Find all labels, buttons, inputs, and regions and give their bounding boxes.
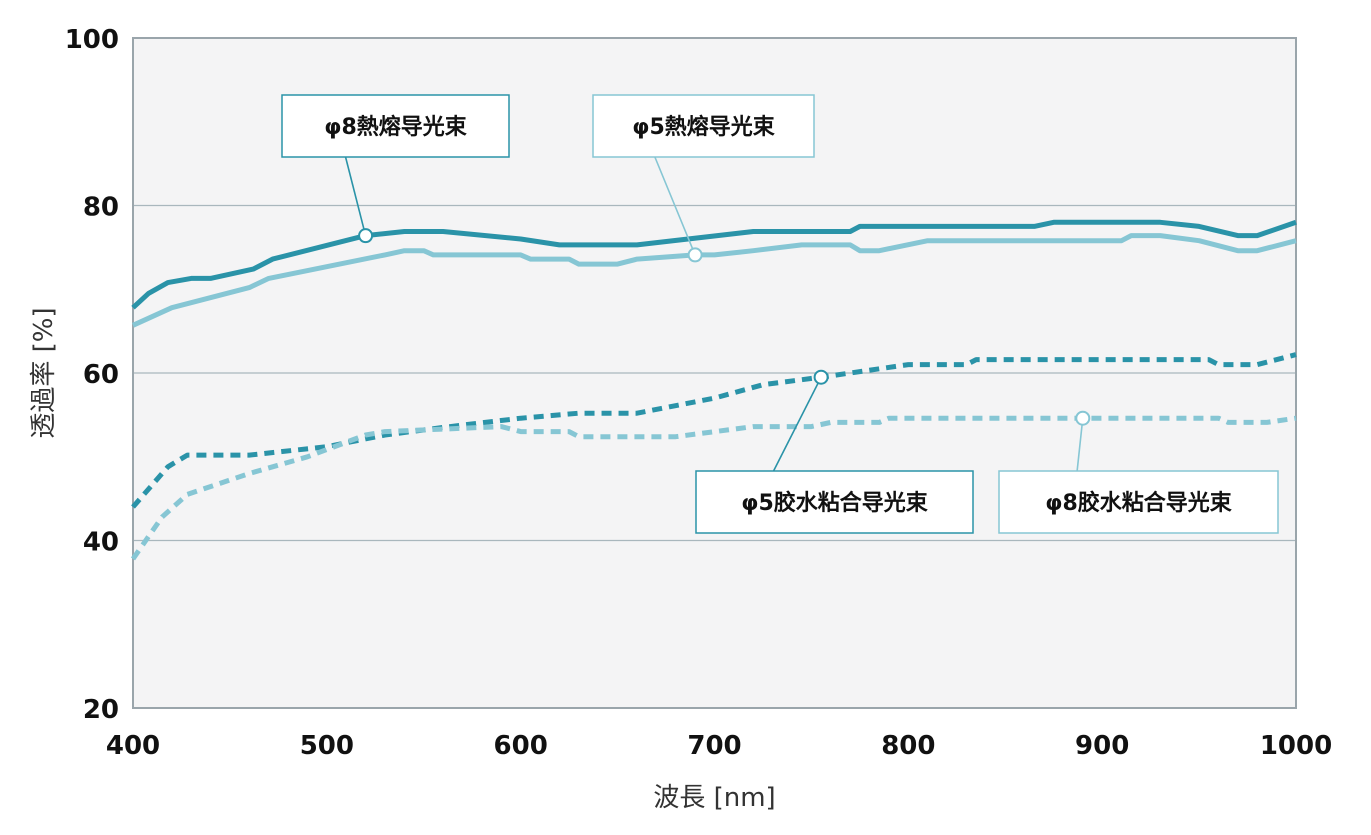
callout-marker — [687, 247, 703, 263]
callout-label: φ5胶水粘合导光束 — [741, 490, 929, 516]
series-line-2 — [131, 233, 1297, 328]
x-axis-title: 波長 [nm] — [653, 783, 775, 813]
x-tick-label: 900 — [1075, 731, 1129, 761]
callout-marker — [358, 228, 374, 244]
callout-4: φ8胶水粘合导光束 — [998, 410, 1279, 534]
plot-border — [132, 37, 1297, 709]
x-tick-label: 700 — [687, 731, 741, 761]
y-tick-label: 40 — [83, 528, 119, 558]
x-axis-ticks: 400 500 600 700 800 900 1000 — [106, 731, 1332, 761]
callout-2: φ5熱熔导光束 — [592, 94, 815, 263]
callout-leader-line — [1076, 418, 1084, 472]
x-tick-label: 1000 — [1260, 731, 1332, 761]
callout-box — [281, 94, 510, 158]
x-tick-label: 500 — [300, 731, 354, 761]
callout-1: φ8熱熔导光束 — [281, 94, 510, 244]
series-line-1 — [131, 219, 1297, 310]
callout-label: φ8胶水粘合导光束 — [1045, 490, 1233, 516]
callout-3: φ5胶水粘合导光束 — [695, 369, 974, 534]
y-tick-label: 80 — [83, 193, 119, 223]
callout-leader-line — [344, 156, 367, 236]
grid-lines — [133, 204, 1296, 542]
callout-layer: φ8熱熔导光束 φ5熱熔导光束 φ5胶水粘合导光束 φ8胶水粘合导光束 — [281, 94, 1279, 534]
y-tick-label: 100 — [65, 25, 119, 55]
callout-label: φ8熱熔导光束 — [324, 114, 468, 140]
series-line-3 — [131, 352, 1297, 509]
y-tick-label: 20 — [83, 695, 119, 725]
callout-leader-line — [654, 156, 696, 256]
y-tick-label: 60 — [83, 360, 119, 390]
y-axis-ticks: 20 40 60 80 100 — [65, 25, 119, 725]
callout-label: φ5熱熔导光束 — [632, 114, 776, 140]
x-tick-label: 400 — [106, 731, 160, 761]
series-line-4 — [130, 415, 1297, 561]
x-tick-label: 600 — [494, 731, 548, 761]
series-layer — [130, 219, 1297, 561]
callout-leader-line — [772, 376, 822, 472]
callout-marker — [813, 369, 829, 385]
callout-marker — [1075, 410, 1091, 426]
callout-box — [998, 470, 1279, 534]
callout-box — [695, 470, 974, 534]
y-axis-title: 透過率 [%] — [29, 307, 59, 438]
callout-box — [592, 94, 815, 158]
x-tick-label: 800 — [881, 731, 935, 761]
